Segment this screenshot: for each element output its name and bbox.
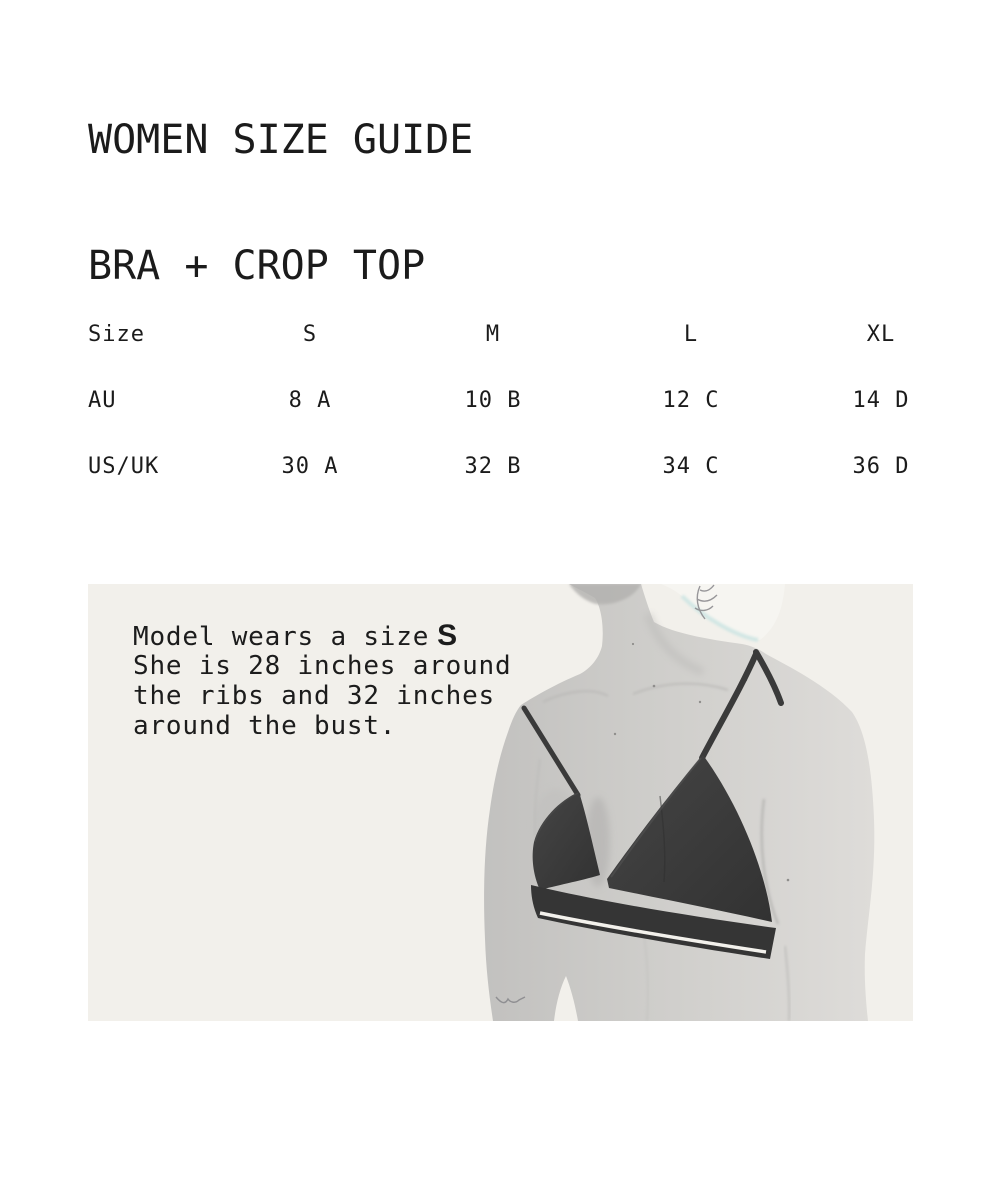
model-note-line: She is 28 inches around [133, 651, 512, 681]
model-note-line: around the bust. [133, 711, 397, 741]
page-title: WOMEN SIZE GUIDE [88, 116, 474, 163]
size-cell: 30 A [281, 454, 339, 479]
size-table-header-m: M [485, 322, 501, 347]
neck-tattoo [694, 584, 718, 620]
size-table-header-xl: XL [866, 322, 896, 347]
size-cell: 34 C [662, 454, 720, 479]
model-note: Model wears a size S She is 28 inches aro… [133, 619, 512, 742]
bra-cup-right [607, 755, 772, 922]
row-label: AU [88, 388, 117, 413]
size-table-header-s: S [302, 322, 318, 347]
model-note-intro: Model wears a size [133, 622, 430, 652]
bra-strap [753, 649, 784, 706]
size-cell: 14 D [852, 388, 910, 413]
size-table-header-size: Size [88, 322, 145, 347]
section-title: BRA + CROP TOP [88, 243, 426, 290]
row-label: US/UK [88, 454, 160, 479]
size-table-header-row: Size S M L XL [88, 322, 958, 348]
size-cell: 8 A [288, 388, 332, 413]
model-photo [484, 584, 875, 1021]
cup-edge [534, 792, 579, 843]
size-table: Size S M L XL AU 8 A 10 B 12 C 14 D US/U… [88, 322, 958, 492]
size-cell: 10 B [464, 388, 522, 413]
model-note-size: S [437, 619, 458, 652]
size-table-row-usuk: US/UK 30 A 32 B 34 C 36 D [88, 454, 958, 480]
size-table-row-au: AU 8 A 10 B 12 C 14 D [88, 388, 958, 414]
model-note-line: the ribs and 32 inches [133, 681, 495, 711]
model-info-box: Model wears a size S She is 28 inches aro… [88, 584, 913, 1021]
cup-seam [659, 795, 666, 883]
hair [661, 584, 785, 642]
model-note-line: Model wears a size S [133, 619, 511, 653]
wrist-tattoo [495, 996, 526, 1004]
bra-top [521, 649, 784, 959]
bra-band-stripe [539, 911, 767, 954]
bra-strap [699, 651, 759, 761]
size-table-header-l: L [683, 322, 699, 347]
cup-edge [610, 757, 702, 878]
bra-strap [521, 705, 581, 798]
size-cell: 12 C [662, 388, 720, 413]
size-cell: 32 B [464, 454, 522, 479]
size-cell: 36 D [852, 454, 910, 479]
bra-band [531, 885, 776, 959]
